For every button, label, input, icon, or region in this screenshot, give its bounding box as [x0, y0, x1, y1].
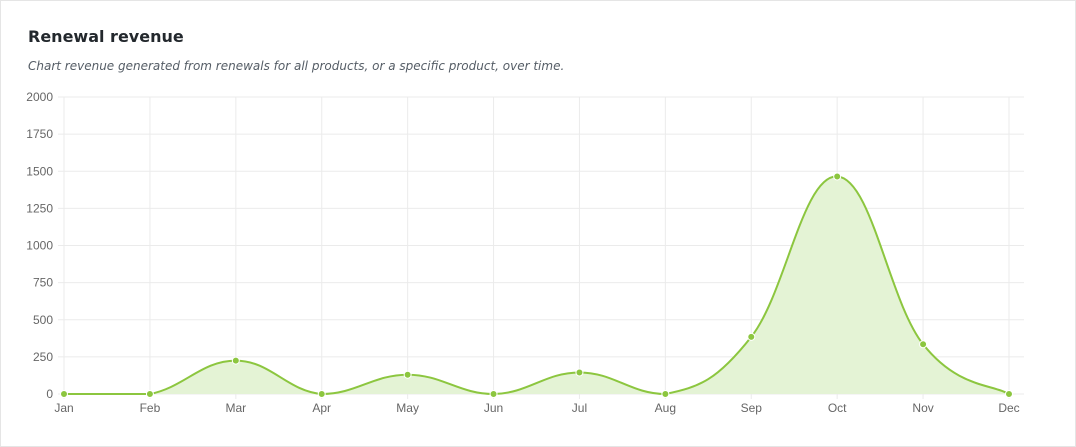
- data-point-mar[interactable]: [231, 356, 240, 365]
- card-title: Renewal revenue: [28, 27, 184, 46]
- data-point-sep[interactable]: [747, 332, 756, 341]
- y-tick-label: 1750: [26, 127, 53, 141]
- y-tick-label: 500: [33, 313, 53, 327]
- x-tick-label: Aug: [655, 401, 676, 415]
- data-point-jan[interactable]: [60, 390, 68, 398]
- x-tick-label: Feb: [140, 401, 161, 415]
- card-description: Chart revenue generated from renewals fo…: [28, 59, 565, 73]
- x-tick-label: May: [396, 401, 419, 415]
- x-tick-label: Oct: [828, 401, 847, 415]
- data-point-aug[interactable]: [661, 390, 670, 398]
- x-tick-label: Jun: [484, 401, 503, 415]
- y-tick-label: 1500: [26, 164, 53, 178]
- x-tick-label: Apr: [312, 401, 331, 415]
- y-tick-label: 1250: [26, 201, 53, 215]
- x-tick-label: Sep: [741, 401, 763, 415]
- chart-area-layer: [64, 175, 1010, 396]
- data-point-nov[interactable]: [919, 340, 928, 349]
- x-axis-ticks: Jan Feb Mar Apr May Jun Jul Aug Sep Oct Nov Dec: [54, 401, 1019, 415]
- data-point-apr[interactable]: [317, 390, 326, 398]
- x-tick-label: Nov: [912, 401, 933, 415]
- y-tick-label: 2000: [26, 90, 53, 104]
- x-tick-label: Dec: [998, 401, 1019, 415]
- y-tick-label: 1000: [26, 239, 53, 253]
- y-tick-label: 750: [33, 276, 53, 290]
- series-area-fill: [64, 176, 1009, 394]
- y-tick-label: 0: [46, 387, 53, 401]
- data-point-jun[interactable]: [489, 390, 498, 398]
- chart-points: [60, 172, 1013, 398]
- x-tick-label: Jan: [54, 401, 73, 415]
- x-tick-label: Mar: [225, 401, 246, 415]
- data-point-may[interactable]: [403, 370, 412, 379]
- y-tick-label: 250: [33, 350, 53, 364]
- data-point-oct[interactable]: [833, 172, 842, 181]
- x-tick-label: Jul: [572, 401, 587, 415]
- data-point-jul[interactable]: [575, 368, 584, 377]
- data-point-feb[interactable]: [145, 390, 154, 398]
- data-point-dec[interactable]: [1005, 390, 1013, 398]
- y-axis-ticks: 0 250 500 750 1000 1250 1500 1750 2000: [26, 90, 53, 401]
